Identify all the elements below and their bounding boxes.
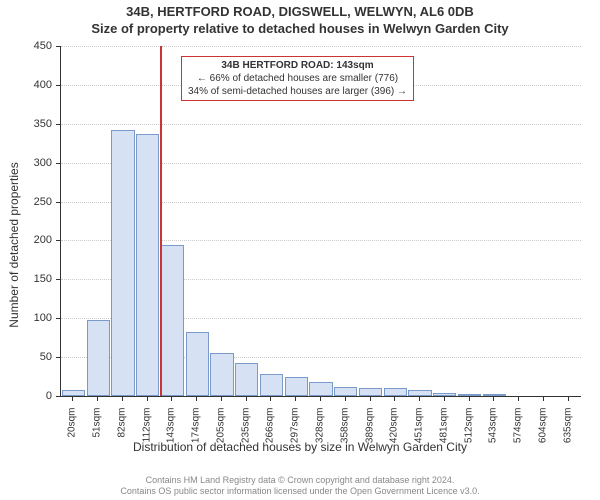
x-tick-mark [320,397,321,401]
x-tick-mark [493,397,494,401]
container: 34B, HERTFORD ROAD, DIGSWELL, WELWYN, AL… [0,0,600,500]
x-tick-mark [97,397,98,401]
x-tick-mark [72,397,73,401]
hist-bar [210,353,233,396]
footer-line-2: Contains OS public sector information li… [0,486,600,498]
x-tick-mark [469,397,470,401]
hist-bar [334,387,357,396]
y-tick-label: 450 [0,40,52,52]
hist-bar [186,332,209,396]
page-title-desc: Size of property relative to detached ho… [0,21,600,38]
x-tick-mark [196,397,197,401]
hist-bar [384,388,407,396]
chart: Number of detached properties 0501001502… [0,40,600,450]
hist-bar [309,382,332,396]
hist-bar [161,245,184,396]
y-tick-label: 250 [0,196,52,208]
grid-line [61,124,581,125]
y-tick-label: 100 [0,312,52,324]
x-tick-mark [122,397,123,401]
x-tick-mark [518,397,519,401]
y-tick-label: 300 [0,157,52,169]
y-tick-label: 350 [0,118,52,130]
hist-bar [62,390,85,396]
hist-bar [483,394,506,396]
footer: Contains HM Land Registry data © Crown c… [0,475,600,498]
x-tick-mark [295,397,296,401]
y-tick-label: 200 [0,234,52,246]
x-tick-mark [147,397,148,401]
hist-bar [111,130,134,396]
hist-bar [285,377,308,396]
x-tick-mark [419,397,420,401]
annotation-box: 34B HERTFORD ROAD: 143sqm← 66% of detach… [181,56,414,101]
x-tick-mark [394,397,395,401]
hist-bar [408,390,431,396]
marker-line [160,46,162,396]
y-tick-label: 400 [0,79,52,91]
page-title-address: 34B, HERTFORD ROAD, DIGSWELL, WELWYN, AL… [0,0,600,21]
x-tick-mark [444,397,445,401]
annotation-line: 34B HERTFORD ROAD: 143sqm [188,59,407,72]
x-tick-mark [345,397,346,401]
x-tick-mark [221,397,222,401]
hist-bar [136,134,159,396]
hist-bar [458,394,481,396]
plot-area: 34B HERTFORD ROAD: 143sqm← 66% of detach… [60,46,581,397]
y-tick-label: 150 [0,273,52,285]
x-tick-mark [370,397,371,401]
x-tick-mark [543,397,544,401]
hist-bar [235,363,258,396]
annotation-line: ← 66% of detached houses are smaller (77… [188,72,407,85]
grid-line [61,46,581,47]
y-tick-label: 50 [0,351,52,363]
x-tick-mark [246,397,247,401]
x-tick-mark [568,397,569,401]
x-axis-label: Distribution of detached houses by size … [0,440,600,454]
y-tick-label: 0 [0,390,52,402]
hist-bar [359,388,382,396]
footer-line-1: Contains HM Land Registry data © Crown c… [0,475,600,487]
annotation-line: 34% of semi-detached houses are larger (… [188,85,407,98]
hist-bar [260,374,283,396]
hist-bar [87,320,110,396]
hist-bar [433,393,456,396]
x-tick-mark [171,397,172,401]
x-tick-mark [270,397,271,401]
